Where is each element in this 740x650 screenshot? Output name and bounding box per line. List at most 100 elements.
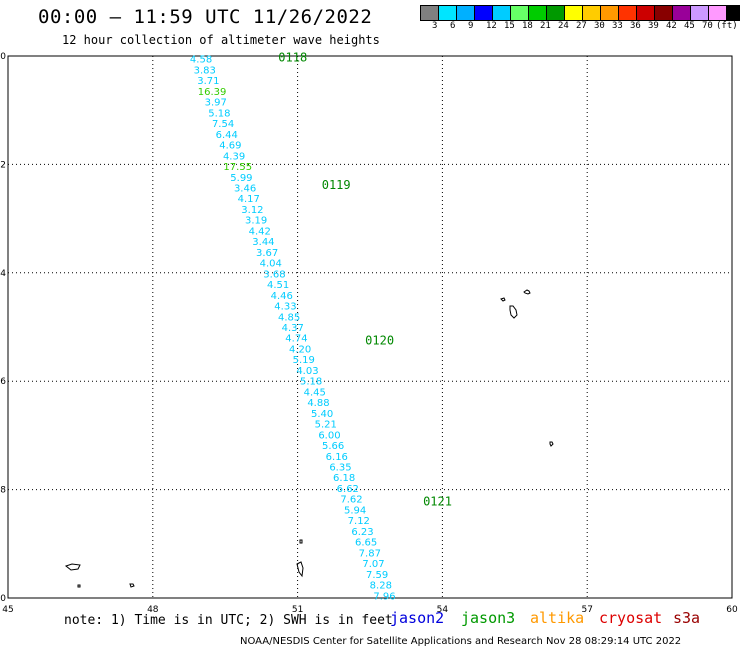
- swh-data-label: 7.87: [359, 548, 381, 559]
- swh-data-label: 5.18: [300, 377, 322, 388]
- swh-data-label: 5.21: [315, 420, 337, 431]
- legend-tick-label: (ft): [716, 21, 738, 31]
- swh-data-label: 7.62: [340, 495, 362, 506]
- swh-data-label: 4.39: [223, 151, 245, 162]
- chart-subtitle: 12 hour collection of altimeter wave hei…: [62, 33, 380, 47]
- legend-tick-label: 6: [450, 21, 456, 31]
- swh-data-label: 6.16: [326, 452, 348, 463]
- y-tick-label: -8: [0, 486, 6, 496]
- swh-data-label: 5.18: [208, 108, 230, 119]
- island-outline: [549, 441, 554, 447]
- sat-s3a-label: s3a: [673, 609, 701, 627]
- legend-swatch: [439, 6, 457, 20]
- legend-tick-label: 70: [702, 21, 713, 31]
- swh-data-label: 6.62: [337, 484, 359, 495]
- legend-tick-label: 21: [540, 21, 551, 31]
- y-tick-label: -6: [0, 377, 6, 387]
- swh-data-label: 6.18: [333, 473, 355, 484]
- plot-frame: [7, 55, 733, 599]
- legend-tick-label: 24: [558, 21, 569, 31]
- legend-tick-label: 12: [486, 21, 497, 31]
- swh-data-label: 6.65: [355, 538, 377, 549]
- swh-data-label: 5.99: [230, 173, 252, 184]
- swh-data-label: 3.46: [234, 183, 256, 194]
- legend-swatch: [619, 6, 637, 20]
- swh-data-label: 3.12: [241, 205, 263, 216]
- island-outline: [509, 305, 518, 319]
- swh-data-label: 4.20: [289, 344, 311, 355]
- swh-data-label: 7.59: [366, 570, 388, 581]
- island-outline: [523, 289, 531, 295]
- swh-data-label: 4.03: [296, 366, 318, 377]
- sat-jason3-label: jason3: [461, 609, 516, 627]
- legend-swatch: [547, 6, 565, 20]
- island-outline: [64, 563, 81, 571]
- swh-data-label: 4.58: [190, 55, 212, 66]
- swh-data-label: 8.28: [370, 581, 392, 592]
- time-label: 0121: [423, 495, 452, 509]
- color-scale-legend: [420, 5, 740, 21]
- swh-data-label: 4.85: [278, 312, 300, 323]
- island-outline: [129, 583, 135, 588]
- legend-swatch: [529, 6, 547, 20]
- legend-swatch: [421, 6, 439, 20]
- color-scale-ticks: 3 6 9 12 15 18 21 24 27 30 33 36 39 42 45 70 (ft): [420, 21, 738, 33]
- swh-data-label: 6.44: [216, 130, 238, 141]
- legend-swatch: [511, 6, 529, 20]
- swh-data-label: 3.67: [256, 248, 278, 259]
- legend-tick-label: 9: [468, 21, 474, 31]
- swh-data-label: 7.54: [212, 119, 234, 130]
- swh-data-label: 5.94: [344, 505, 366, 516]
- legend-swatch: [475, 6, 493, 20]
- legend-swatch: [457, 6, 475, 20]
- legend-swatch: [655, 6, 673, 20]
- footer-note: note: 1) Time is in UTC; 2) SWH is in fe…: [64, 613, 393, 628]
- legend-tick-label: 30: [594, 21, 605, 31]
- legend-tick-label: 27: [576, 21, 587, 31]
- legend-swatch: [601, 6, 619, 20]
- x-tick-label: 57: [581, 605, 592, 615]
- swh-data-label: 4.04: [260, 259, 282, 270]
- swh-data-label: 4.88: [307, 398, 329, 409]
- legend-swatch: [565, 6, 583, 20]
- y-tick-label: 0: [0, 52, 6, 62]
- swh-data-label: 3.71: [197, 76, 219, 87]
- swh-data-label: 7.12: [348, 516, 370, 527]
- credit-line: NOAA/NESDIS Center for Satellite Applica…: [240, 636, 682, 647]
- swh-data-label: 16.39: [198, 87, 227, 98]
- swh-data-label: 3.97: [205, 98, 227, 109]
- swh-data-label: 4.51: [267, 280, 289, 291]
- swh-data-label: 4.69: [219, 141, 241, 152]
- time-label: 0120: [365, 334, 394, 348]
- y-tick-label: -2: [0, 160, 6, 170]
- legend-tick-label: 33: [612, 21, 623, 31]
- x-tick-label: 48: [147, 605, 159, 615]
- swh-data-label: 4.45: [304, 387, 326, 398]
- island-outline: [500, 297, 506, 302]
- legend-tick-label: 45: [684, 21, 695, 31]
- legend-swatch: [727, 6, 740, 20]
- time-label: 0119: [322, 178, 351, 192]
- swh-data-label: 4.33: [274, 302, 296, 313]
- swh-data-label: 7.96: [373, 591, 395, 602]
- swh-data-label: 5.19: [293, 355, 315, 366]
- swh-data-label: 4.46: [271, 291, 293, 302]
- legend-swatch: [709, 6, 727, 20]
- swh-data-label: 7.07: [362, 559, 384, 570]
- island-outline: [299, 539, 303, 544]
- x-tick-label: 51: [292, 605, 303, 615]
- legend-tick-label: 15: [504, 21, 515, 31]
- sat-cryosat-label: cryosat: [599, 609, 663, 627]
- legend-tick-label: 39: [648, 21, 659, 31]
- swh-data-label: 3.68: [263, 269, 285, 280]
- swh-data-label: 4.17: [238, 194, 260, 205]
- legend-tick-label: 3: [432, 21, 438, 31]
- swh-data-label: 4.42: [249, 226, 271, 237]
- swh-data-label: 5.66: [322, 441, 344, 452]
- x-tick-label: 45: [2, 605, 13, 615]
- y-tick-label: -4: [0, 269, 6, 279]
- swh-data-label: 3.19: [245, 216, 267, 227]
- legend-swatch: [583, 6, 601, 20]
- swh-data-label: 3.83: [194, 65, 216, 76]
